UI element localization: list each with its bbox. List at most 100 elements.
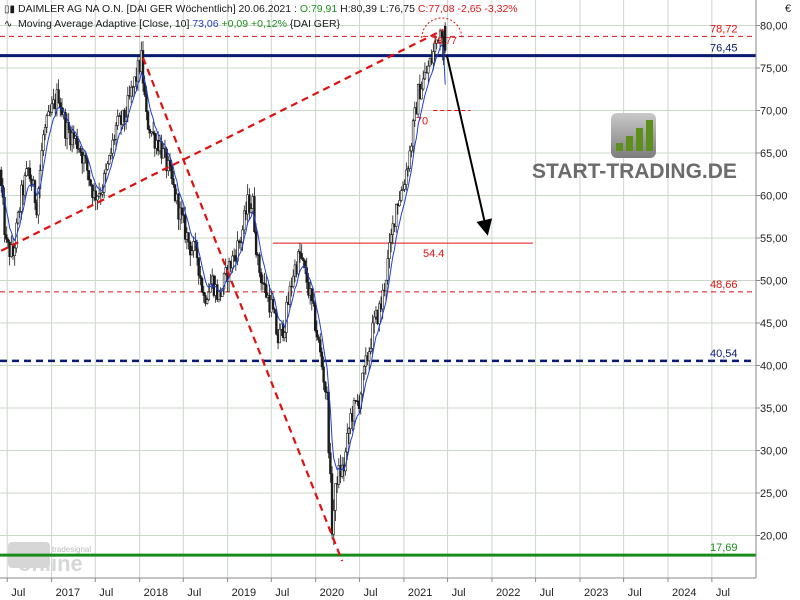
candle-body [320,351,324,368]
candle-body [192,241,195,252]
candle-body [352,400,356,422]
candle-body [371,322,374,349]
x-tick-label: 2022 [496,587,520,599]
x-tick-label: Jul [99,587,113,599]
candle-body [315,330,319,338]
candle-body [395,203,398,227]
open-value: O:79,91 [299,3,338,15]
candle-body [189,241,192,256]
candle-body [239,241,243,244]
candle-body [87,170,91,181]
projection-arrow [445,55,493,236]
candle-body [292,275,295,287]
candle-body [165,148,168,172]
x-tick-label: Jul [364,587,378,599]
candle-body [209,283,212,293]
candle-body [391,223,395,235]
candle-body [259,272,263,284]
x-tick-label: 2021 [408,587,432,599]
candle-body [25,168,28,177]
candle-body [97,193,101,197]
candle-body [427,65,430,74]
candle-body [271,299,275,310]
x-tick-label: Jul [452,587,466,599]
candle-body [172,178,175,185]
logo-bar [616,143,623,151]
x-tick-label: Jul [628,587,642,599]
candle-body [410,145,413,152]
candle-body [65,122,69,139]
candle-body [0,169,3,186]
candle-body [384,279,388,292]
candle-body [288,285,292,305]
candle-body [389,234,393,243]
x-tick-label: 2023 [584,587,608,599]
candle-body [18,211,21,213]
x-tick-label: Jul [187,587,201,599]
ma-change: +0,09 +0,12% [218,18,287,30]
candle-body [411,120,415,147]
candle-body [378,303,381,324]
candle-body [207,291,211,301]
candle-body [190,250,194,256]
plot-area[interactable]: 78,72 76,45 48,66 40,54 17,69 54.4 70 78.77 [0,17,756,562]
candle-body [102,173,106,193]
candle-body [13,247,16,256]
candle-body [367,351,371,362]
candle-body [362,365,366,374]
level-label: 40,54 [710,348,738,360]
candle-body [113,139,116,141]
logo-bar [646,120,653,151]
x-tick-label: Jul [716,587,730,599]
candle-body [406,168,410,171]
candle-body [197,257,200,276]
currency-label: € [785,3,791,15]
y-tick-label: 55,00 [760,233,788,245]
y-tick-label: 70,00 [760,106,788,118]
candle-body [141,50,145,84]
candle-body [20,184,23,212]
candle-body [182,214,185,216]
candle-body [324,381,327,393]
candle-body [94,190,97,201]
candle-body [42,134,45,151]
candle-body [332,510,335,535]
level-label: 17,69 [710,542,738,554]
candle-body [298,251,302,254]
candle-body [187,232,190,243]
instrument-label: DAIMLER AG NA O.N. [DAI GER Wöchentlich]… [18,3,300,15]
y-tick-label: 40,00 [760,361,788,373]
candle-body [222,273,226,290]
candle-body [258,254,261,273]
candle-body [347,428,351,434]
candle-body [334,483,337,511]
candle-body [381,289,384,310]
y-tick-label: 35,00 [760,403,788,415]
candle-body [111,139,114,154]
axes: 20,00 25,00 30,00 35,00 40,00 45,00 50,00 55,00… [6,3,791,599]
ma-label: Moving Average Adaptive [Close, 10] [18,18,190,30]
y-axis-panel [756,0,800,600]
annotations: 78.77 [421,17,463,47]
trendline [141,57,344,562]
candle-body [40,150,43,171]
candle-body [184,215,187,240]
segment-label: 54.4 [423,248,444,260]
candle-body [313,303,317,331]
candle-body [433,43,437,52]
last-candle-body [443,25,447,51]
candle-body [405,169,408,185]
candle-body [361,372,364,395]
tradesignal-label: tradesignal [52,545,91,554]
candle-body [265,284,268,298]
candle-body [200,277,204,293]
candle-body [79,148,82,153]
candle-body [43,126,47,136]
candle-body [57,89,60,103]
candle-body [285,301,288,333]
candle-body [89,179,92,186]
candle-body [330,473,334,535]
x-tick-label: 2018 [144,587,168,599]
candle-body [317,336,320,340]
